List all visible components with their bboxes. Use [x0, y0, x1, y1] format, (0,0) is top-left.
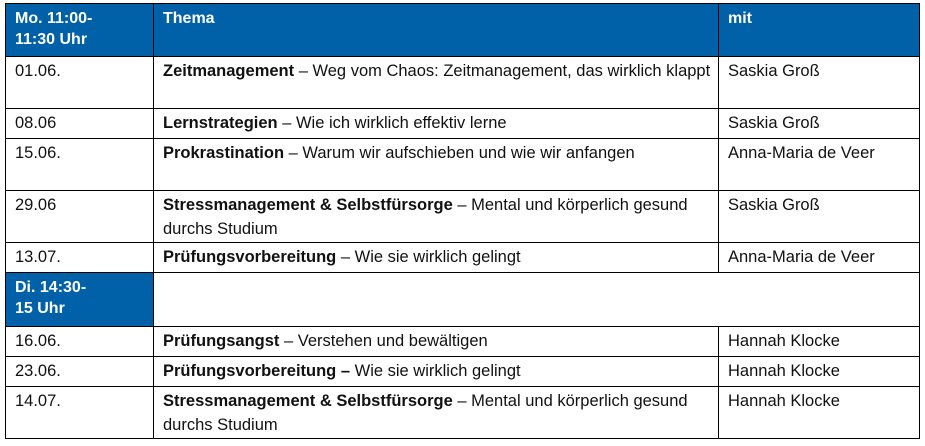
topic-separator: – — [336, 248, 355, 266]
topic-cell: Zeitmanagement – Weg vom Chaos: Zeitmana… — [153, 56, 719, 109]
topic-description: Wie sie wirklich gelingt — [354, 248, 521, 266]
date-cell: 29.06 — [5, 190, 154, 243]
table-row: 16.06. Prüfungsangst – Verstehen und bew… — [5, 326, 920, 357]
table-row: 15.06. Prokrastination – Warum wir aufsc… — [5, 138, 920, 191]
speaker-cell: Hannah Klocke — [718, 386, 920, 439]
topic-cell: Prüfungsvorbereitung – Wie sie wirklich … — [153, 242, 719, 273]
topic-title: Stressmanagement & Selbstfürsorge — [163, 196, 453, 214]
speaker-cell: Anna-Maria de Veer — [718, 242, 920, 273]
speaker-cell: Saskia Groß — [718, 190, 920, 243]
header-row-tuesday: Di. 14:30- 15 Uhr — [5, 272, 920, 327]
table-row: 14.07. Stressmanagement & Selbstfürsorge… — [5, 386, 920, 439]
topic-separator: – — [452, 196, 472, 214]
column-header-thema: Thema — [153, 3, 719, 57]
topic-title: Lernstrategien — [163, 114, 278, 132]
table-row: 29.06 Stressmanagement & Selbstfürsorge … — [5, 190, 920, 243]
topic-separator: – — [294, 62, 313, 80]
topic-separator: – — [452, 392, 472, 410]
topic-separator: – — [277, 114, 296, 132]
topic-cell: Stressmanagement & Selbstfürsorge – Ment… — [153, 190, 719, 243]
speaker-cell: Saskia Groß — [718, 56, 920, 109]
topic-cell: Prüfungsvorbereitung – Wie sie wirklich … — [153, 356, 719, 387]
time-header-monday: Mo. 11:00- 11:30 Uhr — [5, 3, 154, 57]
topic-description: Mental und körperlich gesund durchs Stud… — [163, 392, 688, 434]
speaker-cell: Hannah Klocke — [718, 326, 920, 357]
topic-title: Prüfungsvorbereitung — [163, 248, 337, 266]
table-row: 01.06. Zeitmanagement – Weg vom Chaos: Z… — [5, 56, 920, 109]
topic-description: Weg vom Chaos: Zeitmanagement, das wirkl… — [312, 62, 711, 80]
table-row: 08.06 Lernstrategien – Wie ich wirklich … — [5, 108, 920, 139]
topic-cell: Prüfungsangst – Verstehen und bewältigen — [153, 326, 719, 357]
topic-description: Verstehen und bewältigen — [297, 332, 488, 350]
date-cell: 14.07. — [5, 386, 154, 439]
topic-title: Prokrastination — [163, 144, 285, 162]
date-cell: 08.06 — [5, 108, 154, 139]
speaker-cell: Anna-Maria de Veer — [718, 138, 920, 191]
topic-title: Zeitmanagement — [163, 62, 295, 80]
topic-title: Prüfungsangst — [163, 332, 280, 350]
date-cell: 23.06. — [5, 356, 154, 387]
topic-separator: – — [284, 144, 303, 162]
header-row-monday: Mo. 11:00- 11:30 Uhr Thema mit — [5, 3, 920, 57]
topic-title: Prüfungsvorbereitung – — [163, 362, 351, 380]
date-cell: 15.06. — [5, 138, 154, 191]
table-row: 23.06. Prüfungsvorbereitung – Wie sie wi… — [5, 356, 920, 387]
table-row: 13.07. Prüfungsvorbereitung – Wie sie wi… — [5, 242, 920, 273]
date-cell: 01.06. — [5, 56, 154, 109]
topic-cell: Lernstrategien – Wie ich wirklich effekt… — [153, 108, 719, 139]
empty-header-cell — [153, 272, 920, 327]
topic-description: Wie sie wirklich gelingt — [354, 362, 521, 380]
speaker-cell: Saskia Groß — [718, 108, 920, 139]
topic-cell: Prokrastination – Warum wir aufschieben … — [153, 138, 719, 191]
date-cell: 16.06. — [5, 326, 154, 357]
speaker-cell: Hannah Klocke — [718, 356, 920, 387]
column-header-mit: mit — [718, 3, 920, 57]
topic-separator: – — [279, 332, 298, 350]
topic-cell: Stressmanagement & Selbstfürsorge – Ment… — [153, 386, 719, 439]
time-header-tuesday: Di. 14:30- 15 Uhr — [5, 272, 154, 327]
topic-description: Warum wir aufschieben und wie wir anfang… — [302, 144, 635, 162]
schedule-table: Mo. 11:00- 11:30 Uhr Thema mit 01.06. Zei… — [5, 3, 920, 439]
date-cell: 13.07. — [5, 242, 154, 273]
topic-description: Wie ich wirklich effektiv lerne — [295, 114, 507, 132]
topic-description: Mental und körperlich gesund durchs Stud… — [163, 196, 688, 238]
topic-title: Stressmanagement & Selbstfürsorge — [163, 392, 453, 410]
